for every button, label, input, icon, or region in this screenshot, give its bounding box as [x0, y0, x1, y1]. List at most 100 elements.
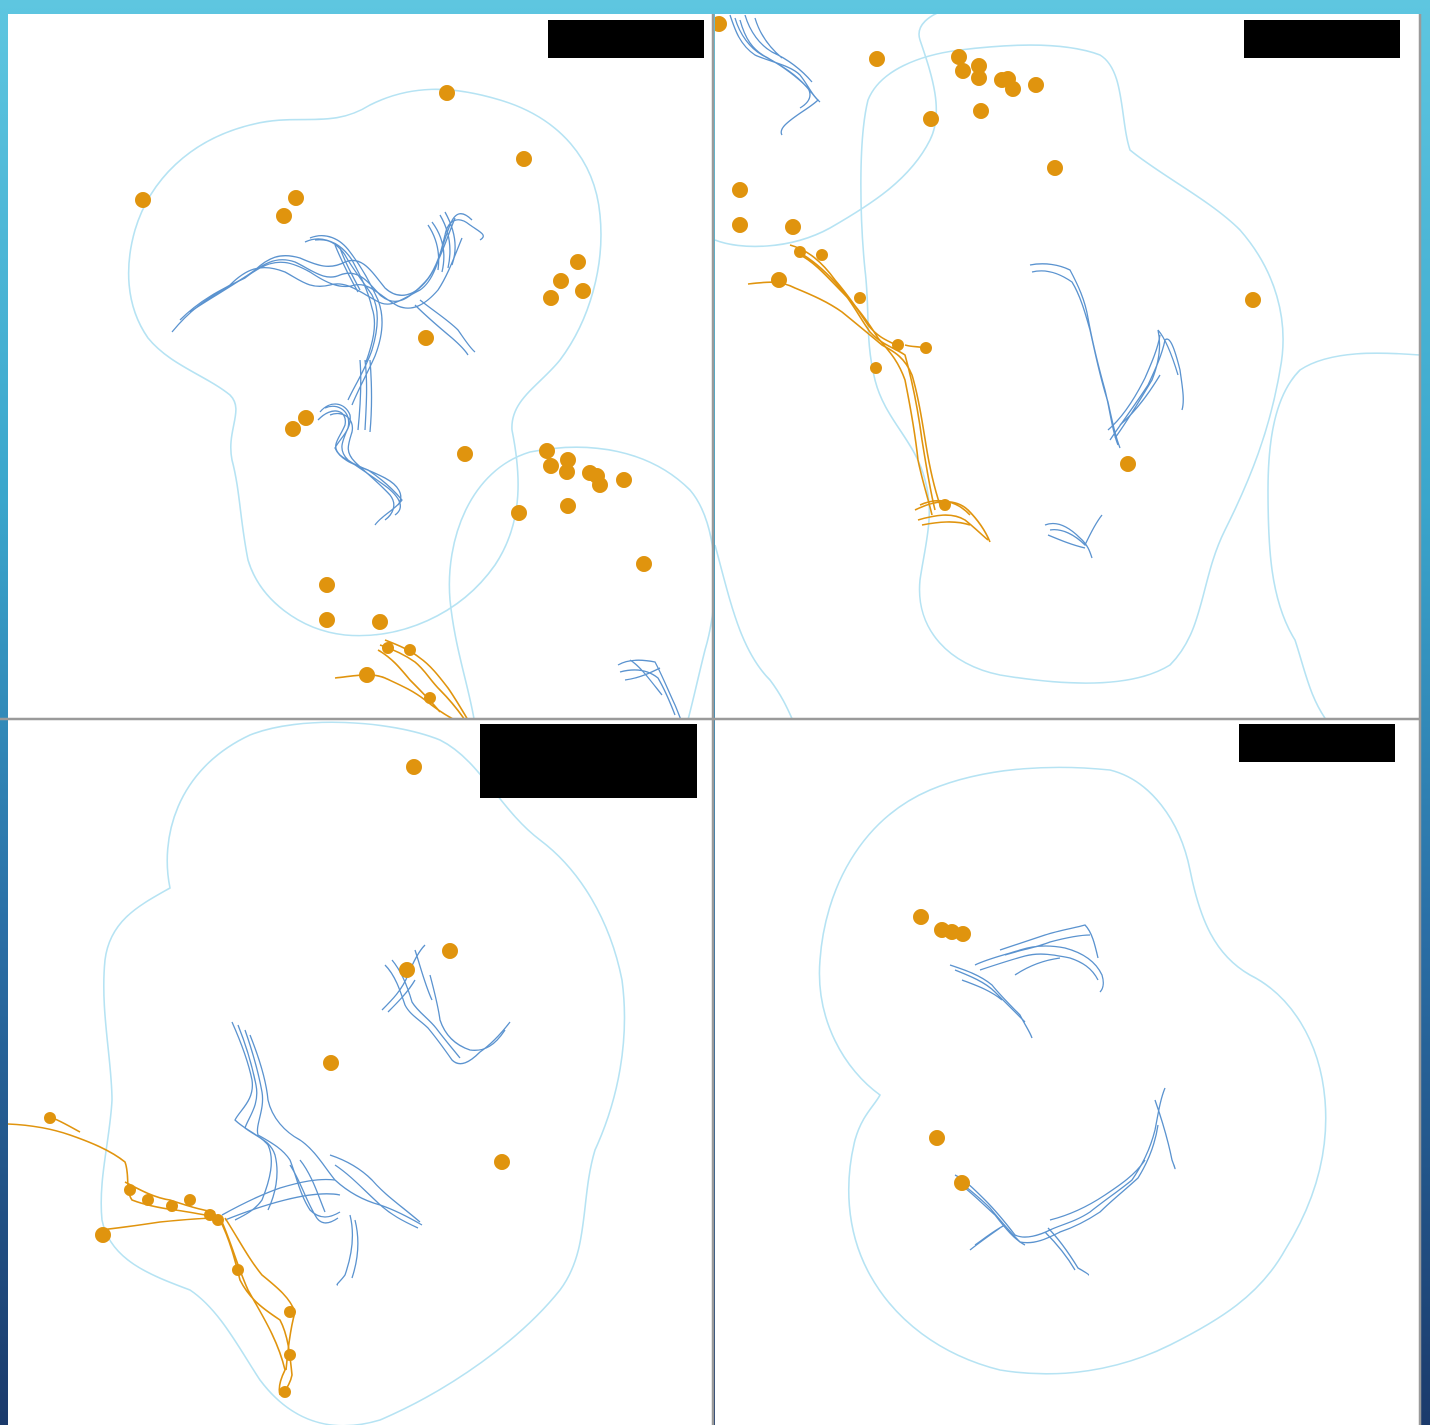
point-marker — [971, 58, 987, 74]
blue-track — [729, 14, 1184, 559]
point-marker — [285, 421, 301, 437]
redaction-box — [480, 724, 697, 798]
point-marker — [399, 962, 415, 978]
point-marker — [494, 1154, 510, 1170]
point-marker — [288, 190, 304, 206]
point-marker — [592, 477, 608, 493]
point-marker — [560, 452, 576, 468]
point-marker — [929, 1130, 945, 1146]
point-marker — [955, 926, 971, 942]
point-marker — [732, 182, 748, 198]
point-marker — [854, 292, 866, 304]
point-marker — [44, 1112, 56, 1124]
home-range-boundary — [860, 44, 1284, 684]
home-range-boundary — [1267, 352, 1420, 718]
redaction-box — [1239, 724, 1395, 762]
point-marker — [553, 273, 569, 289]
blue-track — [617, 659, 681, 718]
point-marker — [973, 103, 989, 119]
point-marker — [406, 759, 422, 775]
orange-points — [135, 85, 652, 704]
point-marker — [939, 499, 951, 511]
point-marker — [570, 254, 586, 270]
orange-points — [913, 909, 971, 1191]
point-marker — [279, 1386, 291, 1398]
point-marker — [715, 16, 727, 32]
panel-bottom-left-content — [8, 721, 697, 1425]
point-marker — [516, 151, 532, 167]
point-marker — [212, 1214, 224, 1226]
point-marker — [439, 85, 455, 101]
point-marker — [1047, 160, 1063, 176]
point-marker — [543, 458, 559, 474]
home-range-boundary — [715, 544, 793, 718]
panel-bottom-right — [715, 720, 1420, 1425]
point-marker — [457, 446, 473, 462]
point-marker — [923, 111, 939, 127]
orange-points — [715, 16, 1261, 511]
redaction-box — [1244, 20, 1400, 58]
point-marker — [276, 208, 292, 224]
panel-dividers — [0, 14, 1422, 1425]
panel-bottom-left — [8, 720, 713, 1425]
blue-track — [949, 924, 1176, 1276]
home-range-boundary — [818, 766, 1327, 1375]
redaction-box — [548, 20, 704, 58]
point-marker — [616, 472, 632, 488]
point-marker — [166, 1200, 178, 1212]
point-marker — [732, 217, 748, 233]
point-marker — [951, 49, 967, 65]
point-marker — [771, 272, 787, 288]
point-marker — [95, 1227, 111, 1243]
point-marker — [920, 342, 932, 354]
point-marker — [954, 1175, 970, 1191]
point-marker — [404, 644, 416, 656]
point-marker — [232, 1264, 244, 1276]
point-marker — [323, 1055, 339, 1071]
point-marker — [1245, 292, 1261, 308]
point-marker — [382, 642, 394, 654]
point-marker — [142, 1194, 154, 1206]
home-range-boundary — [715, 14, 938, 248]
panel-top-right — [715, 14, 1420, 718]
point-marker — [359, 667, 375, 683]
point-marker — [135, 192, 151, 208]
point-marker — [298, 410, 314, 426]
point-marker — [372, 614, 388, 630]
point-marker — [955, 63, 971, 79]
point-marker — [539, 443, 555, 459]
point-marker — [560, 498, 576, 514]
point-marker — [785, 219, 801, 235]
panel-top-left-content — [127, 20, 713, 718]
point-marker — [319, 612, 335, 628]
panel-bottom-right-content — [818, 724, 1395, 1375]
point-marker — [971, 70, 987, 86]
point-marker — [794, 246, 806, 258]
point-marker — [319, 577, 335, 593]
point-marker — [869, 51, 885, 67]
home-range-boundary — [448, 446, 713, 718]
point-marker — [1028, 77, 1044, 93]
point-marker — [1005, 81, 1021, 97]
blue-track — [171, 211, 484, 526]
point-marker — [575, 283, 591, 299]
home-range-boundary — [100, 721, 626, 1425]
point-marker — [418, 330, 434, 346]
point-marker — [816, 249, 828, 261]
point-marker — [184, 1194, 196, 1206]
point-marker — [543, 290, 559, 306]
panel-top-right-content — [715, 14, 1420, 718]
point-marker — [1120, 456, 1136, 472]
point-marker — [870, 362, 882, 374]
point-marker — [442, 943, 458, 959]
point-marker — [284, 1306, 296, 1318]
point-marker — [892, 339, 904, 351]
point-marker — [124, 1184, 136, 1196]
orange-points — [44, 759, 510, 1398]
point-marker — [636, 556, 652, 572]
point-marker — [913, 909, 929, 925]
point-marker — [559, 464, 575, 480]
orange-track — [8, 1114, 296, 1396]
point-marker — [424, 692, 436, 704]
